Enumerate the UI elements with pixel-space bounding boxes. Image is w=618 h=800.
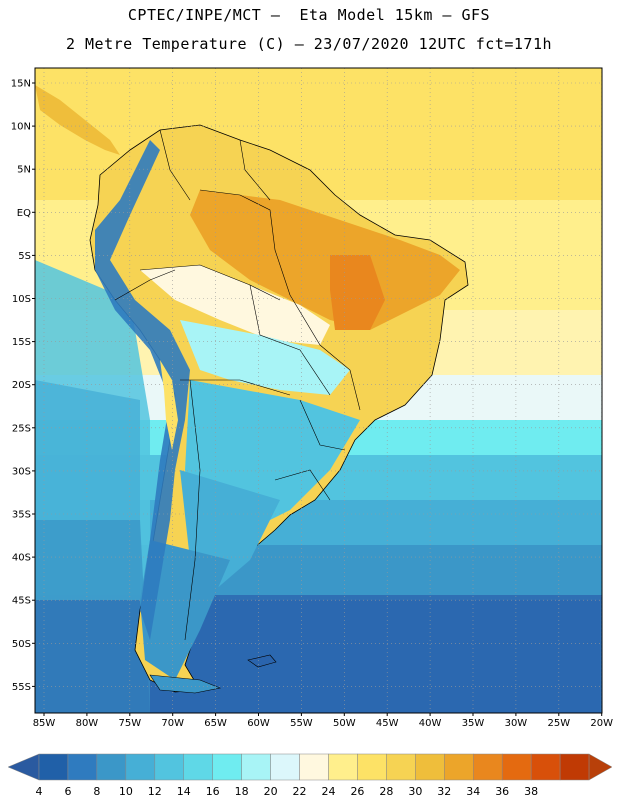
axis-ticks [32, 82, 603, 716]
colorbar-label: 8 [93, 785, 100, 798]
colorbar-label: 20 [264, 785, 278, 798]
colorbar-swatch [270, 753, 300, 781]
latitude-label: 30S [12, 466, 31, 477]
colorbar-swatch [415, 753, 445, 781]
colorbar-swatch [559, 753, 590, 781]
colorbar-swatch [67, 753, 98, 781]
longitude-label: 70W [161, 718, 184, 729]
colorbar-label: 22 [293, 785, 307, 798]
latitude-label: 50S [12, 639, 31, 650]
longitude-label: 35W [462, 718, 485, 729]
longitude-label: 25W [547, 718, 570, 729]
map-frame [34, 67, 603, 714]
map-field [35, 68, 602, 713]
latitude-label: 15S [12, 337, 31, 348]
colorbar-swatch [530, 753, 561, 781]
colorbar-swatch [212, 753, 242, 781]
colorbar-high-arrow [588, 753, 613, 781]
colorbar-label: 26 [350, 785, 364, 798]
longitude-label: 55W [290, 718, 313, 729]
latitude-label: 10N [11, 122, 31, 133]
latitude-label: EQ [17, 208, 31, 219]
map-title-line1: CPTEC/INPE/MCT – Eta Model 15km – GFS [127, 6, 491, 24]
latitude-label: 15N [11, 79, 31, 90]
colorbar-label: 16 [206, 785, 220, 798]
colorbar-swatch [473, 753, 503, 781]
latitude-label: 5S [18, 251, 31, 262]
latitude-label: 25S [12, 423, 31, 434]
colorbar-swatch [96, 753, 127, 781]
longitude-label: 60W [247, 718, 270, 729]
longitude-label: 65W [204, 718, 227, 729]
colorbar-swatch [501, 753, 532, 781]
longitude-labels: 85W 80W 75W 70W 65W 60W 55W 50W 45W 40W 35W 30W 25W 2… [33, 718, 613, 729]
latitude-label: 45S [12, 596, 31, 607]
colorbar-swatch [444, 753, 474, 781]
colorbar-swatch [38, 753, 69, 781]
colorbar-label: 30 [408, 785, 422, 798]
colorbar-label: 6 [64, 785, 71, 798]
colorbar-label: 4 [36, 785, 43, 798]
colorbar-swatch [299, 753, 329, 781]
map-title-line2: 2 Metre Temperature (C) – 23/07/2020 12U… [65, 35, 553, 53]
colorbar-label: 28 [379, 785, 393, 798]
colorbar-label: 18 [235, 785, 249, 798]
colorbar-label: 24 [322, 785, 336, 798]
longitude-label: 45W [376, 718, 399, 729]
latitude-label: 35S [12, 510, 31, 521]
longitude-label: 50W [333, 718, 356, 729]
colorbar-label: 38 [524, 785, 538, 798]
colorbar-swatch [125, 753, 156, 781]
colorbar-swatch [154, 753, 185, 781]
latitude-labels: 15N 10N 5N EQ 5S 10S 15S 20S 25S 30S 35S 40S 45S 50S 5… [11, 79, 31, 693]
colorbar-label: 12 [148, 785, 162, 798]
colorbar-swatch [386, 753, 416, 781]
colorbar-swatch [357, 753, 387, 781]
latitude-label: 20S [12, 380, 31, 391]
longitude-label: 80W [76, 718, 99, 729]
temperature-colorbar: 4 6 8 10 12 14 16 18 20 22 24 26 28 30 32 34 36 38 [7, 753, 613, 798]
country-borders [114, 129, 361, 641]
colorbar-label: 32 [437, 785, 451, 798]
longitude-label: 20W [590, 718, 613, 729]
map-grid [35, 68, 603, 713]
temperature-map: 15N 10N 5N EQ 5S 10S 15S 20S 25S 30S 35S 40S 45S 50S 5… [11, 67, 613, 729]
latitude-label: 55S [12, 682, 31, 693]
latitude-label: 40S [12, 553, 31, 564]
colorbar-swatch [328, 753, 358, 781]
colorbar-swatch [183, 753, 213, 781]
longitude-label: 75W [118, 718, 141, 729]
colorbar-swatch [241, 753, 271, 781]
colorbar-label: 14 [177, 785, 191, 798]
colorbar-label: 36 [495, 785, 509, 798]
colorbar-label: 10 [119, 785, 133, 798]
colorbar-label: 34 [466, 785, 480, 798]
longitude-label: 40W [419, 718, 442, 729]
longitude-label: 85W [33, 718, 56, 729]
latitude-label: 5N [17, 165, 31, 176]
latitude-label: 10S [12, 294, 31, 305]
colorbar-low-arrow [7, 753, 40, 781]
longitude-label: 30W [505, 718, 528, 729]
